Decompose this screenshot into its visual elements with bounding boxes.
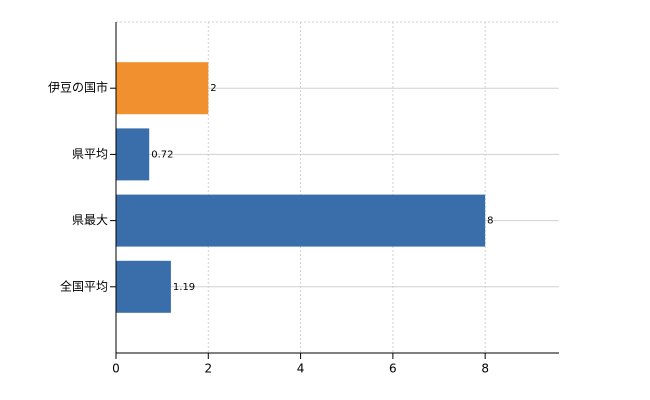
value-label: 0.72 (151, 149, 173, 160)
y-tick-label: 伊豆の国市 (48, 80, 108, 95)
x-tick-label: 4 (297, 362, 305, 376)
y-tick-label: 県平均 (72, 147, 108, 161)
y-tick-label: 県最大 (72, 213, 108, 227)
y-tick-label: 全国平均 (60, 278, 108, 293)
value-label: 8 (487, 216, 493, 227)
x-tick-label: 2 (204, 362, 212, 376)
value-label: 2 (210, 83, 216, 94)
x-tick-label: 6 (389, 362, 397, 376)
x-tick-label: 0 (112, 362, 120, 376)
x-tick-label: 8 (481, 362, 489, 376)
bar (116, 194, 486, 247)
bar (116, 260, 171, 313)
bar (116, 62, 209, 115)
value-label: 1.19 (173, 282, 195, 293)
bar (116, 128, 150, 181)
